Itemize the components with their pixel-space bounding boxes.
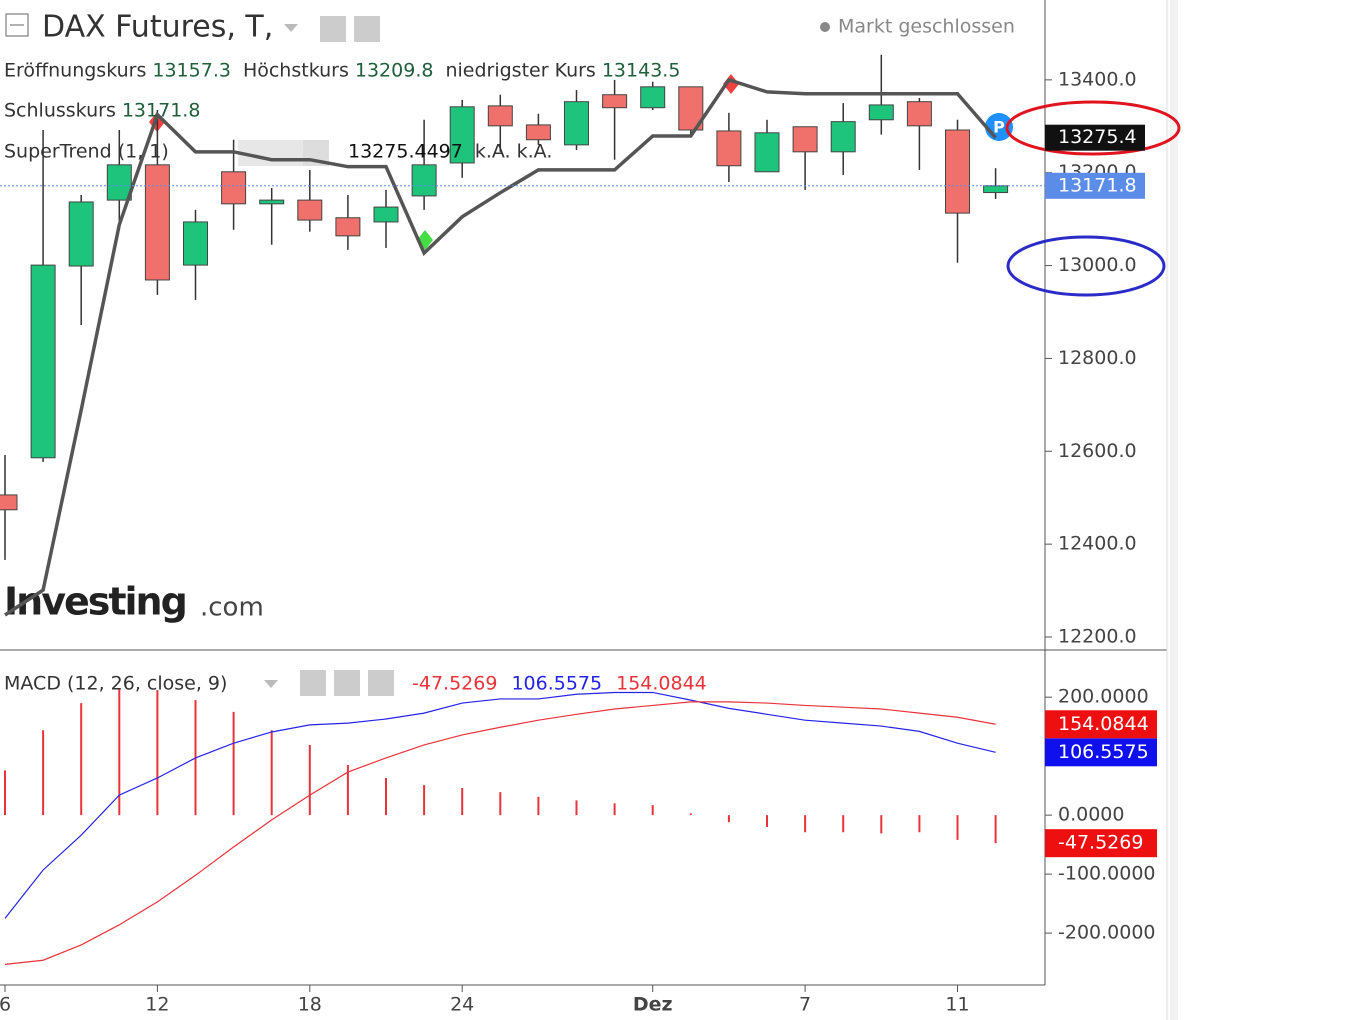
- settings-button[interactable]: [320, 16, 346, 42]
- indicator-value: 106.5575: [511, 673, 602, 695]
- collapse-button[interactable]: [5, 13, 29, 37]
- x-tick-label: Dez: [633, 994, 673, 1016]
- settings-button[interactable]: [300, 670, 326, 696]
- y-tick-label: 13000.0: [1058, 254, 1137, 276]
- candle-body: [373, 206, 399, 223]
- candle-body: [716, 130, 742, 167]
- candle-body: [183, 221, 208, 266]
- pivot-letter: P: [993, 118, 1005, 137]
- y-tick-label: 200.0000: [1058, 686, 1149, 708]
- candle-body: [68, 201, 94, 267]
- candle-body: [221, 171, 247, 205]
- y-tick-label: -200.0000: [1058, 922, 1156, 944]
- macd-line: [4, 701, 996, 965]
- candle-body: [678, 86, 704, 131]
- candle-body: [640, 86, 666, 109]
- supertrend-line: [4, 77, 997, 617]
- y-tick-label: 12800.0: [1058, 347, 1137, 369]
- ohlc-value: 13209.8: [355, 60, 434, 82]
- value-tag: [1045, 738, 1157, 767]
- status-dot: [820, 22, 830, 32]
- x-tick-label: 7: [799, 994, 811, 1016]
- candle-body: [945, 129, 970, 214]
- indicator-value: -47.5269: [412, 673, 497, 695]
- indicator-title: MACD (12, 26, close, 9): [4, 673, 227, 695]
- candle-body: [297, 199, 323, 221]
- price-tag: [1045, 124, 1145, 151]
- ohlc-label: Eröffnungskurs: [4, 60, 146, 82]
- x-tick-label: 24: [450, 994, 474, 1016]
- candle-body: [792, 126, 818, 153]
- candle-body: [411, 164, 437, 197]
- legend-entry: SuperTrend (1, 1): [4, 141, 169, 163]
- logo-suffix: .com: [200, 593, 264, 623]
- x-tick-label: 12: [145, 994, 169, 1016]
- candle-body: [144, 164, 170, 281]
- candle-body: [30, 264, 56, 459]
- close-button[interactable]: [368, 670, 394, 696]
- candle-body: [259, 199, 285, 205]
- candle-body: [106, 164, 132, 201]
- ohlc-label: niedrigster Kurs: [445, 60, 595, 82]
- macd-line: [4, 691, 996, 919]
- value-tag-label: 154.0844: [1058, 713, 1149, 735]
- x-tick-label: 18: [298, 994, 322, 1016]
- candle-body: [906, 101, 932, 127]
- value-tag-label: -47.5269: [1058, 832, 1143, 854]
- price-tag: [1045, 172, 1145, 199]
- price-tag-label: 13275.4: [1058, 126, 1137, 148]
- x-tick-label: 11: [945, 994, 969, 1016]
- sell-signal: [723, 74, 739, 94]
- ohlc-value: 13171.8: [122, 100, 201, 122]
- x-tick-label: 6: [0, 994, 11, 1016]
- candle-body: [754, 132, 780, 173]
- y-tick-label: 12200.0: [1058, 626, 1137, 648]
- candle-body: [602, 94, 628, 109]
- settings-button[interactable]: [354, 16, 380, 42]
- dropdown: [264, 680, 278, 688]
- y-tick-label: 0.0000: [1058, 804, 1124, 826]
- indicator-value: k.A. k.A.: [475, 141, 553, 163]
- candle-body: [868, 104, 894, 121]
- candle-body: [0, 494, 18, 511]
- candle-body: [449, 106, 475, 164]
- y-tick-label: 12600.0: [1058, 440, 1137, 462]
- y-tick-label: 13400.0: [1058, 68, 1137, 90]
- ohlc-value: 13143.5: [602, 60, 681, 82]
- value-tag: [1045, 829, 1157, 858]
- value-tag-label: 106.5575: [1058, 741, 1149, 763]
- scrollbar[interactable]: [1170, 0, 1178, 1020]
- logo: Investing: [4, 580, 186, 624]
- candle-body: [830, 121, 856, 153]
- highlight-ellipse: [1006, 235, 1166, 297]
- market-status: Markt geschlossen: [838, 16, 1015, 38]
- value-tag: [1045, 710, 1157, 739]
- candle-body: [983, 185, 1009, 194]
- indicator-value: 154.0844: [616, 673, 707, 695]
- candle-body: [525, 124, 551, 141]
- ohlc-value: 13157.3: [152, 60, 231, 82]
- candle-body: [487, 105, 513, 127]
- dropdown[interactable]: [284, 24, 298, 32]
- y-tick-label: -100.0000: [1058, 863, 1156, 885]
- candle-body: [335, 217, 361, 237]
- chart-title: DAX Futures, T,: [42, 10, 273, 45]
- y-tick-label: 12400.0: [1058, 533, 1137, 555]
- settings-button[interactable]: [334, 670, 360, 696]
- price-tag-label: 13171.8: [1058, 174, 1137, 196]
- candle-body: [564, 101, 589, 146]
- highlight-ellipse: [1005, 100, 1181, 156]
- ohlc-label: Schlusskurs: [4, 100, 116, 122]
- ohlc-label: Höchstkurs: [243, 60, 349, 82]
- indicator-value: 13275.4497: [348, 141, 463, 163]
